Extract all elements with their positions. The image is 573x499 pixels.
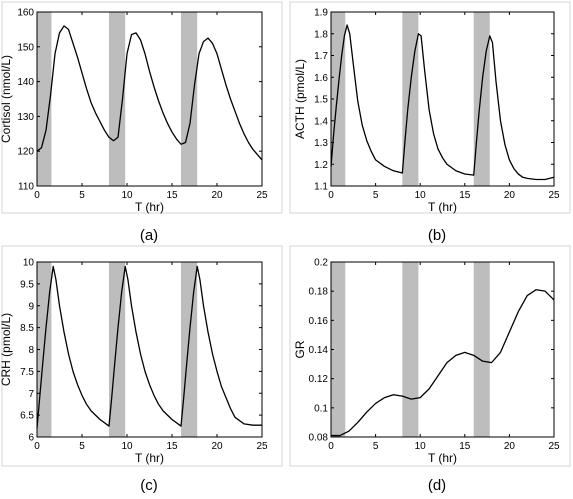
crh-y-tick-label: 6.5 [20,411,34,422]
gr-y-tick-label: 0.14 [309,345,329,356]
acth-y-tick-label: 1.6 [314,73,328,84]
acth-x-tick-label: 25 [548,190,560,201]
acth-y-tick-label: 1.3 [314,138,328,149]
acth-axes-box [330,11,555,187]
crh-axes-box [36,261,263,438]
cortisol-y-tick-label: 140 [17,77,34,88]
acth-y-tick-label: 1.4 [314,116,328,127]
caption-c: (c) [140,477,158,494]
crh-x-axis-label: T (hr) [135,451,164,465]
crh-x-tick-label: 10 [121,441,133,452]
gr-x-tick-label: 20 [504,441,516,452]
gr-y-tick-label: 0.2 [314,258,328,269]
crh-y-tick-label: 9.5 [20,279,34,290]
crh-y-tick-label: 8 [28,345,34,356]
acth-x-tick-label: 0 [328,190,334,201]
acth-y-tick-label: 1.8 [314,29,328,40]
gr-series-line [331,289,555,437]
cortisol-y-axis-label: Cortisol (nmol/L) [0,55,13,143]
crh-x-tick-label: 15 [166,441,178,452]
acth-y-tick-label: 1.7 [314,51,328,62]
crh-x-tick-label: 0 [34,441,40,452]
panel-frame-a [1,1,283,214]
crh-y-tick-label: 10 [23,258,35,269]
gr-x-tick-label: 10 [415,441,427,452]
crh-y-tick-label: 7 [28,389,34,400]
crh-y-tick-label: 6 [28,433,34,444]
acth-y-tick-label: 1.9 [314,8,328,19]
crh-series-line [36,265,262,429]
cortisol-x-tick-label: 25 [256,190,268,201]
cortisol-shade-band-1 [37,12,52,186]
cortisol-x-tick-label: 10 [121,190,133,201]
caption-a: (a) [140,227,158,244]
crh-shade-band-2 [109,262,126,437]
cortisol-axes-box [36,11,263,187]
gr-y-tick-label: 0.08 [309,433,329,444]
acth-shade-band-2 [402,12,419,186]
gr-y-tick-label: 0.12 [309,374,329,385]
crh-y-tick-label: 8.5 [20,323,34,334]
cortisol-series-line [36,25,263,161]
acth-x-tick-label: 15 [459,190,471,201]
panel-frame-d [289,245,571,467]
cortisol-y-tick-label: 160 [17,8,34,19]
gr-shade-band-3 [473,262,490,437]
chart-gr: 0 5 10 15 20 25 0.08 0.1 0.12 0.14 0.16 0.18 0.2 T (h… [293,258,560,466]
cortisol-y-tick-label: 120 [17,147,34,158]
crh-x-tick-label: 25 [256,441,268,452]
crh-y-tick-label: 7.5 [20,367,34,378]
acth-y-tick-label: 1.5 [314,95,328,106]
gr-y-tick-label: 0.1 [314,403,328,414]
chart-acth: 0 5 10 15 20 25 1.1 1.2 1.3 1.4 1.5 1.6 1.7 1.8 1.9 T (… [293,8,560,215]
gr-y-axis-label: GR [293,340,307,358]
acth-x-tick-label: 20 [504,190,516,201]
cortisol-y-tick-label: 110 [18,182,34,193]
gr-shade-band-1 [331,262,346,437]
acth-y-tick-label: 1.1 [314,182,328,193]
gr-y-tick-label: 0.18 [309,287,329,298]
crh-x-tick-label: 20 [211,441,223,452]
acth-y-tick-label: 1.2 [314,160,328,171]
cortisol-x-tick-label: 20 [211,190,223,201]
cortisol-y-tick-label: 130 [17,112,34,123]
crh-y-axis-label: CRH (pmol/L) [0,313,13,386]
cortisol-x-tick-label: 0 [34,190,40,201]
gr-y-tick-label: 0.16 [309,316,329,327]
acth-shade-band-3 [473,12,490,186]
caption-d: (d) [428,477,446,494]
cortisol-x-tick-label: 15 [166,190,178,201]
gr-shade-band-2 [402,262,419,437]
gr-x-tick-label: 25 [548,441,560,452]
acth-series-line [330,24,555,181]
panel-frame-b [289,1,571,214]
crh-shade-band-3 [181,262,198,437]
gr-x-axis-label: T (hr) [428,451,457,465]
acth-x-tick-label: 5 [373,190,379,201]
gr-x-tick-label: 15 [459,441,471,452]
gr-x-tick-label: 5 [373,441,379,452]
cortisol-shade-band-3 [181,12,198,186]
cortisol-shade-band-2 [109,12,126,186]
caption-b: (b) [428,227,446,244]
gr-axes-box [330,261,555,438]
cortisol-x-tick-label: 5 [79,190,85,201]
panel-frame-c [1,245,283,467]
gr-x-tick-label: 0 [328,441,334,452]
cortisol-y-tick-label: 150 [17,42,34,53]
crh-x-tick-label: 5 [79,441,85,452]
chart-cortisol: 0 5 10 15 20 25 110 120 130 140 150 160 T (hr) Cortis… [0,8,268,215]
acth-y-axis-label: ACTH (pmol/L) [293,59,307,139]
crh-y-tick-label: 9 [28,301,34,312]
acth-x-tick-label: 10 [415,190,427,201]
cortisol-x-axis-label: T (hr) [135,200,164,214]
acth-x-axis-label: T (hr) [428,200,457,214]
